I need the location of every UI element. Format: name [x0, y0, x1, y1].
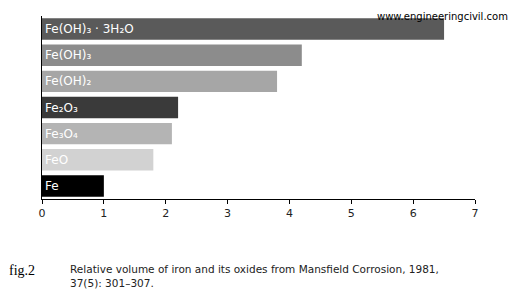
svg-text:5: 5: [348, 207, 355, 220]
svg-text:fig.2: fig.2: [9, 263, 35, 278]
svg-text:Fe₃O₄: Fe₃O₄: [45, 127, 78, 141]
svg-text:1: 1: [100, 207, 107, 220]
svg-text:Relative volume of iron and it: Relative volume of iron and its oxides f…: [70, 263, 439, 289]
svg-text:6: 6: [410, 207, 417, 220]
svg-text:Fe(OH)₂: Fe(OH)₂: [45, 74, 91, 88]
svg-text:Fe: Fe: [45, 179, 59, 193]
svg-text:Fe(OH)₃ · 3H₂O: Fe(OH)₃ · 3H₂O: [45, 22, 134, 36]
svg-text:Fe(OH)₃: Fe(OH)₃: [45, 48, 91, 62]
svg-text:2: 2: [162, 207, 169, 220]
svg-text:FeO: FeO: [45, 153, 68, 167]
svg-text:4: 4: [286, 207, 293, 220]
svg-text:3: 3: [224, 207, 231, 220]
svg-text:0: 0: [39, 207, 46, 220]
svg-text:7: 7: [472, 207, 479, 220]
svg-text:Fe₂O₃: Fe₂O₃: [45, 101, 78, 115]
svg-text:www.engineeringcivil.com: www.engineeringcivil.com: [377, 11, 508, 22]
